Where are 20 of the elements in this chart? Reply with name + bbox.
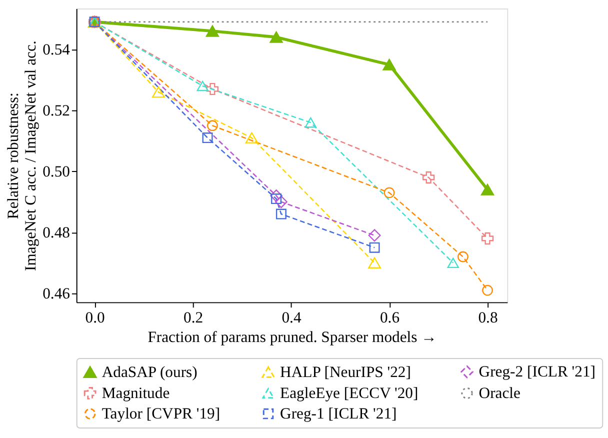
y-tick-label: 0.52 [42, 102, 70, 120]
y-tick-label: 0.48 [42, 224, 70, 242]
legend-label: EagleEye [ECCV '20] [280, 385, 418, 402]
legend-label: Magnitude [102, 385, 170, 402]
x-tick-label: 0.2 [183, 309, 204, 326]
legend-label: AdaSAP (ours) [102, 364, 198, 381]
y-tick-label: 0.54 [42, 42, 70, 59]
x-tick-label: 0.4 [282, 309, 302, 326]
x-tick-label: 0.0 [85, 309, 105, 326]
legend-label: HALP [NeurIPS '22] [280, 364, 411, 382]
legend-label: Taylor [CVPR '19] [102, 406, 220, 423]
x-tick-label: 0.8 [478, 309, 498, 326]
legend-label: Greg-1 [ICLR '21] [280, 406, 397, 423]
legend-label: Oracle [478, 385, 521, 402]
x-axis-title: Fraction of params pruned. Sparser models → [148, 328, 437, 346]
y-axis-title: Relative robustness: ImageNet C acc. / ImageNet val acc. [5, 40, 40, 272]
y-tick-label: 0.46 [42, 286, 70, 303]
legend-label: Greg-2 [ICLR '21] [478, 364, 596, 381]
y-tick-label: 0.50 [42, 164, 70, 181]
x-tick-label: 0.6 [380, 309, 400, 326]
